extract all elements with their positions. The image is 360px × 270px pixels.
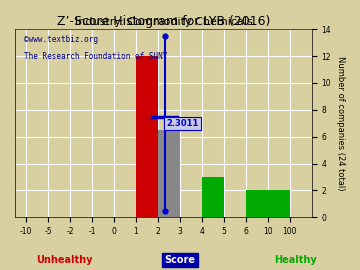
Text: ©www.textbiz.org: ©www.textbiz.org (24, 35, 98, 44)
Text: Healthy: Healthy (274, 255, 317, 265)
Text: The Research Foundation of SUNY: The Research Foundation of SUNY (24, 52, 167, 61)
Bar (246, 191, 290, 217)
Text: 2.3011: 2.3011 (166, 119, 199, 128)
Bar (158, 130, 180, 217)
Text: Unhealthy: Unhealthy (36, 255, 93, 265)
Y-axis label: Number of companies (24 total): Number of companies (24 total) (336, 56, 345, 191)
Text: Industry: Commodity Chemicals: Industry: Commodity Chemicals (75, 17, 252, 27)
Bar (136, 56, 158, 217)
Bar (202, 177, 224, 217)
Title: Z’-Score Histogram for LYB (2016): Z’-Score Histogram for LYB (2016) (57, 15, 270, 28)
Text: Score: Score (165, 255, 195, 265)
